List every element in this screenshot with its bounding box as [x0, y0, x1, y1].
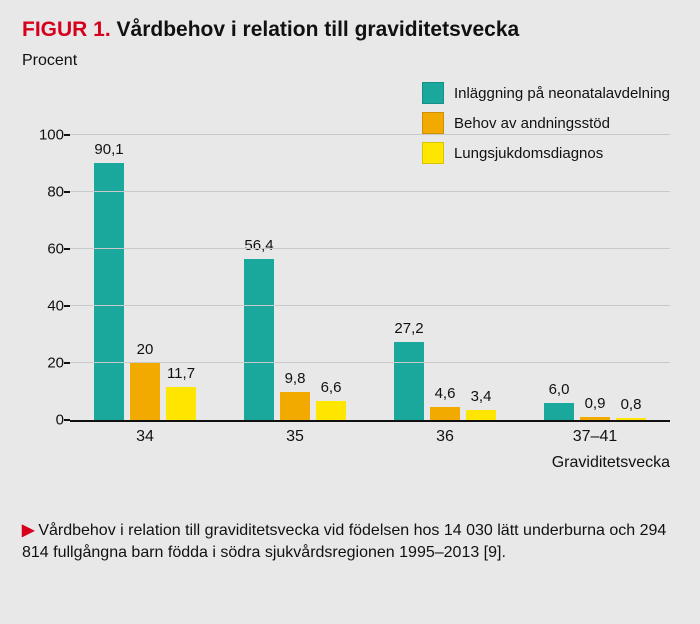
ytick-mark — [64, 362, 70, 364]
figure-title: FIGUR 1. Vårdbehov i relation till gravi… — [22, 18, 678, 42]
bar: 27,2 — [394, 342, 424, 420]
chart-area: Inläggning på neonatalavdelningBehov av … — [30, 76, 678, 456]
ytick-label: 100 — [30, 126, 64, 143]
bar-group: 90,12011,734 — [70, 106, 220, 420]
bar-value-label: 27,2 — [394, 320, 423, 337]
bar-value-label: 20 — [137, 341, 154, 358]
figure-number: FIGUR 1. — [22, 18, 111, 41]
ytick-label: 80 — [30, 183, 64, 200]
bar-value-label: 90,1 — [94, 141, 123, 158]
bar: 56,4 — [244, 259, 274, 420]
bar-value-label: 6,0 — [549, 381, 570, 398]
ytick-label: 40 — [30, 297, 64, 314]
bar: 20 — [130, 363, 160, 420]
bar: 0,8 — [616, 418, 646, 420]
xtick-label: 36 — [370, 428, 520, 446]
ytick-label: 0 — [30, 412, 64, 429]
gridline — [70, 191, 670, 192]
caption-arrow-icon: ▶ — [22, 522, 34, 539]
bar: 0,9 — [580, 417, 610, 420]
ytick-mark — [64, 419, 70, 421]
bar: 90,1 — [94, 163, 124, 420]
gridline — [70, 305, 670, 306]
ytick-mark — [64, 248, 70, 250]
bar: 4,6 — [430, 407, 460, 420]
bar-value-label: 3,4 — [471, 388, 492, 405]
bar-group: 6,00,90,837–41 — [520, 106, 670, 420]
x-axis-title: Graviditetsvecka — [552, 454, 670, 472]
xtick-label: 37–41 — [520, 428, 670, 446]
gridline — [70, 362, 670, 363]
bar-value-label: 56,4 — [244, 237, 273, 254]
gridline — [70, 134, 670, 135]
y-axis-label: Procent — [22, 52, 678, 70]
ytick-mark — [64, 191, 70, 193]
bar-value-label: 11,7 — [167, 365, 195, 382]
bar-value-label: 6,6 — [321, 379, 342, 396]
bar: 11,7 — [166, 387, 196, 420]
figure-title-text: Vårdbehov i relation till graviditetsvec… — [117, 18, 520, 41]
bar: 9,8 — [280, 392, 310, 420]
ytick-label: 60 — [30, 240, 64, 257]
caption-text: Vårdbehov i relation till graviditetsvec… — [22, 522, 666, 561]
bar: 6,0 — [544, 403, 574, 420]
bar-value-label: 0,8 — [621, 396, 642, 413]
bar-value-label: 9,8 — [285, 370, 306, 387]
xtick-label: 34 — [70, 428, 220, 446]
plot-area: 90,12011,73456,49,86,63527,24,63,4366,00… — [70, 106, 670, 422]
bar-value-label: 4,6 — [435, 385, 456, 402]
bar-groups: 90,12011,73456,49,86,63527,24,63,4366,00… — [70, 106, 670, 420]
bar: 6,6 — [316, 401, 346, 420]
ytick-mark — [64, 134, 70, 136]
gridline — [70, 248, 670, 249]
ytick-mark — [64, 305, 70, 307]
bar: 3,4 — [466, 410, 496, 420]
legend-label: Inläggning på neonatalavdelning — [454, 85, 670, 102]
ytick-label: 20 — [30, 354, 64, 371]
bar-group: 56,49,86,635 — [220, 106, 370, 420]
legend-item: Inläggning på neonatalavdelning — [422, 82, 670, 104]
figure-caption: ▶Vårdbehov i relation till graviditetsve… — [22, 520, 678, 563]
bar-value-label: 0,9 — [585, 395, 606, 412]
bar-group: 27,24,63,436 — [370, 106, 520, 420]
legend-swatch — [422, 82, 444, 104]
xtick-label: 35 — [220, 428, 370, 446]
